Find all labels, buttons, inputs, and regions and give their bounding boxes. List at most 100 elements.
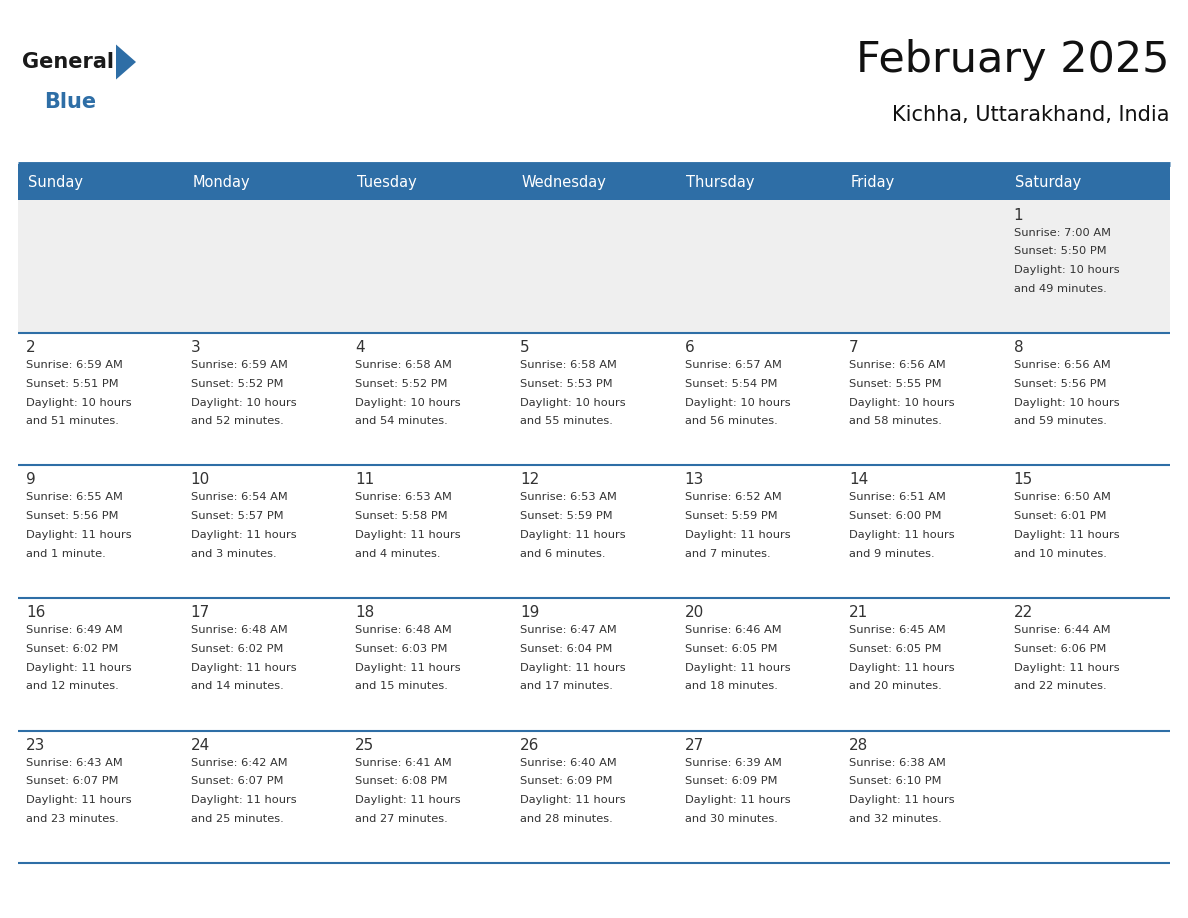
Text: Sunrise: 6:55 AM: Sunrise: 6:55 AM [26, 492, 124, 502]
Text: and 55 minutes.: and 55 minutes. [520, 417, 613, 426]
Text: Sunset: 5:55 PM: Sunset: 5:55 PM [849, 379, 942, 389]
Text: Sunrise: 6:48 AM: Sunrise: 6:48 AM [191, 625, 287, 635]
Text: Sunrise: 6:53 AM: Sunrise: 6:53 AM [355, 492, 453, 502]
Bar [347, 164, 512, 200]
Bar [676, 731, 841, 863]
Text: Sunset: 5:57 PM: Sunset: 5:57 PM [191, 511, 284, 521]
Text: 9: 9 [26, 473, 36, 487]
Polygon shape [116, 44, 135, 80]
Text: Sunset: 5:58 PM: Sunset: 5:58 PM [355, 511, 448, 521]
Bar [18, 333, 183, 465]
Text: Daylight: 10 hours: Daylight: 10 hours [1013, 265, 1119, 275]
Bar [183, 200, 347, 333]
Text: Daylight: 10 hours: Daylight: 10 hours [520, 397, 626, 408]
Text: Blue: Blue [44, 92, 96, 112]
Bar [347, 731, 512, 863]
Text: Daylight: 11 hours: Daylight: 11 hours [520, 530, 626, 540]
Text: Sunrise: 6:38 AM: Sunrise: 6:38 AM [849, 757, 946, 767]
Text: 19: 19 [520, 605, 539, 620]
Text: and 7 minutes.: and 7 minutes. [684, 549, 770, 559]
Bar [1005, 731, 1170, 863]
Bar [841, 465, 1005, 598]
Text: and 4 minutes.: and 4 minutes. [355, 549, 441, 559]
Text: Sunrise: 6:59 AM: Sunrise: 6:59 AM [191, 360, 287, 370]
Text: and 28 minutes.: and 28 minutes. [520, 814, 613, 823]
Text: and 59 minutes.: and 59 minutes. [1013, 417, 1106, 426]
Text: Tuesday: Tuesday [358, 174, 417, 190]
Bar [347, 598, 512, 731]
Text: and 3 minutes.: and 3 minutes. [191, 549, 277, 559]
Text: Daylight: 11 hours: Daylight: 11 hours [684, 795, 790, 805]
Text: Daylight: 11 hours: Daylight: 11 hours [191, 663, 297, 673]
Text: 2: 2 [26, 340, 36, 355]
Text: Daylight: 11 hours: Daylight: 11 hours [520, 663, 626, 673]
Text: and 49 minutes.: and 49 minutes. [1013, 284, 1106, 294]
Bar [347, 465, 512, 598]
Text: Daylight: 11 hours: Daylight: 11 hours [26, 530, 132, 540]
Text: February 2025: February 2025 [857, 39, 1170, 81]
Text: Daylight: 11 hours: Daylight: 11 hours [191, 530, 297, 540]
Text: Sunrise: 6:52 AM: Sunrise: 6:52 AM [684, 492, 782, 502]
Text: Daylight: 10 hours: Daylight: 10 hours [26, 397, 132, 408]
Text: Daylight: 11 hours: Daylight: 11 hours [520, 795, 626, 805]
Bar [512, 200, 676, 333]
Text: Sunday: Sunday [27, 174, 83, 190]
Text: Sunset: 5:56 PM: Sunset: 5:56 PM [1013, 379, 1106, 389]
Text: and 51 minutes.: and 51 minutes. [26, 417, 119, 426]
Text: 3: 3 [191, 340, 201, 355]
Text: and 54 minutes.: and 54 minutes. [355, 417, 448, 426]
Bar [841, 598, 1005, 731]
Text: Daylight: 11 hours: Daylight: 11 hours [684, 663, 790, 673]
Text: and 18 minutes.: and 18 minutes. [684, 681, 777, 691]
Text: Wednesday: Wednesday [522, 174, 606, 190]
Text: Saturday: Saturday [1016, 174, 1081, 190]
Text: Sunset: 6:02 PM: Sunset: 6:02 PM [191, 644, 283, 654]
Text: Sunrise: 6:58 AM: Sunrise: 6:58 AM [520, 360, 617, 370]
Text: General: General [23, 52, 114, 72]
Text: Sunset: 6:05 PM: Sunset: 6:05 PM [849, 644, 942, 654]
Text: Sunset: 5:59 PM: Sunset: 5:59 PM [520, 511, 613, 521]
Text: Sunset: 6:01 PM: Sunset: 6:01 PM [1013, 511, 1106, 521]
Text: Sunset: 6:07 PM: Sunset: 6:07 PM [26, 777, 119, 787]
Text: Daylight: 11 hours: Daylight: 11 hours [849, 530, 955, 540]
Text: Daylight: 11 hours: Daylight: 11 hours [191, 795, 297, 805]
Text: and 30 minutes.: and 30 minutes. [684, 814, 777, 823]
Text: Kichha, Uttarakhand, India: Kichha, Uttarakhand, India [892, 105, 1170, 125]
Text: Daylight: 10 hours: Daylight: 10 hours [684, 397, 790, 408]
Bar [841, 164, 1005, 200]
Text: 23: 23 [26, 737, 45, 753]
Text: Sunset: 5:52 PM: Sunset: 5:52 PM [191, 379, 283, 389]
Text: Sunset: 6:07 PM: Sunset: 6:07 PM [191, 777, 283, 787]
Text: 16: 16 [26, 605, 45, 620]
Text: and 15 minutes.: and 15 minutes. [355, 681, 448, 691]
Text: Sunset: 6:08 PM: Sunset: 6:08 PM [355, 777, 448, 787]
Text: Sunrise: 6:56 AM: Sunrise: 6:56 AM [1013, 360, 1111, 370]
Text: Friday: Friday [851, 174, 895, 190]
Text: and 6 minutes.: and 6 minutes. [520, 549, 606, 559]
Bar [676, 164, 841, 200]
Text: 25: 25 [355, 737, 374, 753]
Bar [676, 333, 841, 465]
Text: Sunset: 5:56 PM: Sunset: 5:56 PM [26, 511, 119, 521]
Text: Sunrise: 6:49 AM: Sunrise: 6:49 AM [26, 625, 124, 635]
Text: 6: 6 [684, 340, 694, 355]
Bar [512, 333, 676, 465]
Bar [676, 465, 841, 598]
Text: and 22 minutes.: and 22 minutes. [1013, 681, 1106, 691]
Text: Sunrise: 6:43 AM: Sunrise: 6:43 AM [26, 757, 124, 767]
Text: and 1 minute.: and 1 minute. [26, 549, 106, 559]
Text: Sunset: 6:09 PM: Sunset: 6:09 PM [520, 777, 613, 787]
Bar [512, 164, 676, 200]
Text: Sunset: 6:10 PM: Sunset: 6:10 PM [849, 777, 942, 787]
Bar [18, 598, 183, 731]
Bar [512, 598, 676, 731]
Text: Sunset: 6:04 PM: Sunset: 6:04 PM [520, 644, 612, 654]
Text: Sunrise: 6:57 AM: Sunrise: 6:57 AM [684, 360, 782, 370]
Text: Sunrise: 6:48 AM: Sunrise: 6:48 AM [355, 625, 453, 635]
Text: 15: 15 [1013, 473, 1032, 487]
Text: Daylight: 11 hours: Daylight: 11 hours [355, 530, 461, 540]
Bar [841, 731, 1005, 863]
Text: Sunset: 6:09 PM: Sunset: 6:09 PM [684, 777, 777, 787]
Bar [347, 333, 512, 465]
Text: Sunset: 5:59 PM: Sunset: 5:59 PM [684, 511, 777, 521]
